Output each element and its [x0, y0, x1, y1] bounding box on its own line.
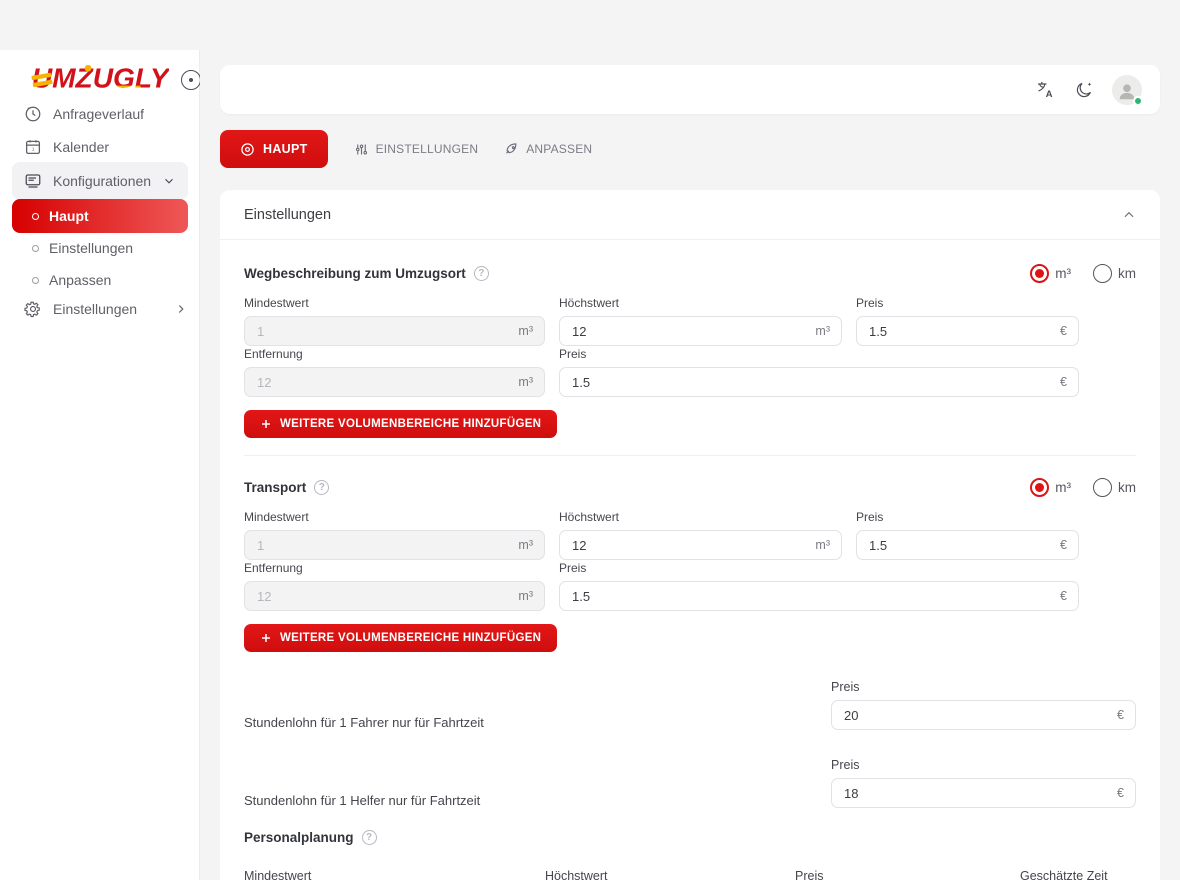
svg-text:A: A	[1046, 88, 1053, 99]
svg-text:1: 1	[32, 146, 35, 151]
svg-text:UMZUGLY: UMZUGLY	[32, 65, 169, 94]
